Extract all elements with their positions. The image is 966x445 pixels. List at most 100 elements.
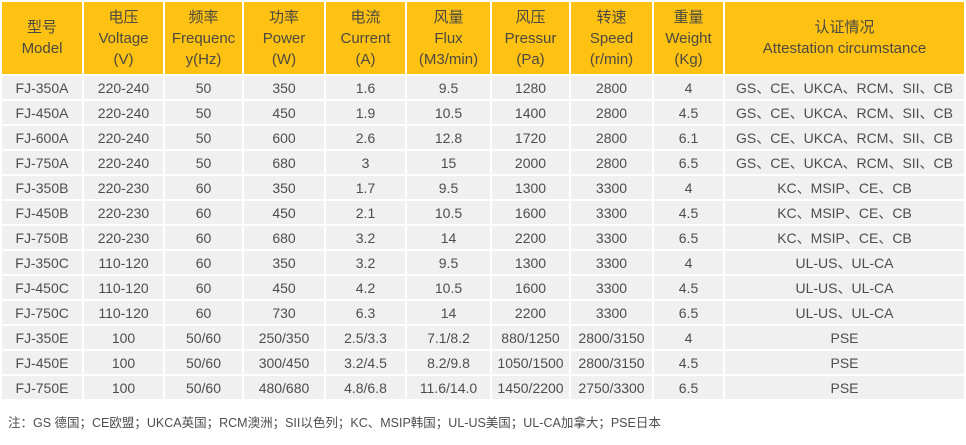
cell-current: 1.7 <box>326 176 405 199</box>
column-header-line: Pressur <box>504 29 557 47</box>
cell-model: FJ-350C <box>2 251 82 274</box>
cell-power: 600 <box>244 126 324 149</box>
table-header-row: 型号 Model 电压 Voltage (V) 频率 Frequenc y(Hz) 功率 Powe… <box>2 2 964 74</box>
cell-pressure: 2200 <box>492 226 569 249</box>
cell-pressure: 1050/1500 <box>492 351 569 374</box>
cell-pressure: 2200 <box>492 301 569 324</box>
cell-current: 3.2/4.5 <box>326 351 405 374</box>
column-header-line: 电流 <box>350 8 381 26</box>
cell-flux: 10.5 <box>407 276 490 299</box>
cell-power: 680 <box>244 151 324 174</box>
cell-attestation: PSE <box>725 376 964 399</box>
cell-pressure: 2000 <box>492 151 569 174</box>
table-row: FJ-350B 220-230 60 350 1.7 9.5 1300 3300 4 KC、MSI… <box>2 176 964 199</box>
cell-current: 2.1 <box>326 201 405 224</box>
cell-power: 450 <box>244 276 324 299</box>
cell-voltage: 220-230 <box>84 176 163 199</box>
cell-speed: 2800 <box>571 76 652 99</box>
cell-power: 300/450 <box>244 351 324 374</box>
cell-voltage: 220-240 <box>84 101 163 124</box>
column-header-line: Attestation circumstance <box>762 40 927 57</box>
cell-voltage: 110-120 <box>84 301 163 324</box>
cell-pressure: 1450/2200 <box>492 376 569 399</box>
cell-weight: 6.5 <box>654 301 723 324</box>
cell-attestation: KC、MSIP、CE、CB <box>725 201 964 224</box>
cell-flux: 9.5 <box>407 251 490 274</box>
table-row: FJ-750E 100 50/60 480/680 4.8/6.8 11.6/14.0 14… <box>2 376 964 399</box>
table-row: FJ-450E 100 50/60 300/450 3.2/4.5 8.2/9.8 1050… <box>2 351 964 374</box>
cell-power: 730 <box>244 301 324 324</box>
cell-model: FJ-350E <box>2 326 82 349</box>
cell-current: 3.2 <box>326 251 405 274</box>
cell-voltage: 220-240 <box>84 126 163 149</box>
cell-attestation: KC、MSIP、CE、CB <box>725 226 964 249</box>
column-header-line: (W) <box>271 50 297 68</box>
cell-frequency: 50/60 <box>165 376 242 399</box>
cell-frequency: 50/60 <box>165 351 242 374</box>
cell-flux: 11.6/14.0 <box>407 376 490 399</box>
cell-attestation: UL-US、UL-CA <box>725 301 964 324</box>
cell-model: FJ-750C <box>2 301 82 324</box>
column-header-voltage: 电压 Voltage (V) <box>84 2 163 74</box>
cell-weight: 4 <box>654 326 723 349</box>
column-header-line: 功率 <box>268 8 299 26</box>
cell-pressure: 1400 <box>492 101 569 124</box>
cell-speed: 3300 <box>571 251 652 274</box>
cell-current: 3 <box>326 151 405 174</box>
cell-voltage: 100 <box>84 326 163 349</box>
column-header-line: (M3/min) <box>418 50 479 68</box>
cell-current: 1.9 <box>326 101 405 124</box>
cell-current: 4.8/6.8 <box>326 376 405 399</box>
cell-weight: 6.1 <box>654 126 723 149</box>
table-row: FJ-350C 110-120 60 350 3.2 9.5 1300 3300 4 UL-US、… <box>2 251 964 274</box>
cell-pressure: 1300 <box>492 176 569 199</box>
cell-speed: 2800 <box>571 126 652 149</box>
cell-pressure: 880/1250 <box>492 326 569 349</box>
column-header-line: 认证情况 <box>814 19 875 36</box>
cell-weight: 4 <box>654 251 723 274</box>
column-header-model: 型号 Model <box>2 2 82 74</box>
table-row: FJ-600A 220-240 50 600 2.6 12.8 1720 2800 6.1 GS、… <box>2 126 964 149</box>
table-row: FJ-450C 110-120 60 450 4.2 10.5 1600 3300 4.5 UL-… <box>2 276 964 299</box>
table-row: FJ-750A 220-240 50 680 3 15 2000 2800 6.5 GS、CE、U… <box>2 151 964 174</box>
cell-speed: 2800 <box>571 151 652 174</box>
cell-model: FJ-450E <box>2 351 82 374</box>
cell-flux: 15 <box>407 151 490 174</box>
cell-frequency: 60 <box>165 201 242 224</box>
cell-model: FJ-750E <box>2 376 82 399</box>
column-header-line: Current <box>340 29 391 47</box>
cell-voltage: 100 <box>84 351 163 374</box>
cell-model: FJ-750B <box>2 226 82 249</box>
cell-power: 350 <box>244 176 324 199</box>
column-header-weight: 重量 Weight (Kg) <box>654 2 723 74</box>
cell-weight: 6.5 <box>654 226 723 249</box>
cell-flux: 9.5 <box>407 76 490 99</box>
cell-speed: 3300 <box>571 226 652 249</box>
cell-model: FJ-450A <box>2 101 82 124</box>
cell-attestation: GS、CE、UKCA、RCM、SII、CB <box>725 101 964 124</box>
cell-flux: 9.5 <box>407 176 490 199</box>
cell-frequency: 60 <box>165 226 242 249</box>
cell-model: FJ-450C <box>2 276 82 299</box>
cell-pressure: 1720 <box>492 126 569 149</box>
cell-flux: 8.2/9.8 <box>407 351 490 374</box>
cell-attestation: GS、CE、UKCA、RCM、SII、CB <box>725 126 964 149</box>
cell-flux: 12.8 <box>407 126 490 149</box>
cell-model: FJ-350B <box>2 176 82 199</box>
cell-weight: 4.5 <box>654 201 723 224</box>
cell-pressure: 1300 <box>492 251 569 274</box>
cell-voltage: 220-230 <box>84 226 163 249</box>
column-header-line: (r/min) <box>589 50 634 68</box>
cell-speed: 2800/3150 <box>571 351 652 374</box>
cell-weight: 6.5 <box>654 376 723 399</box>
cell-flux: 10.5 <box>407 201 490 224</box>
cell-frequency: 50 <box>165 151 242 174</box>
cell-power: 250/350 <box>244 326 324 349</box>
cell-current: 6.3 <box>326 301 405 324</box>
table-row: FJ-750B 220-230 60 680 3.2 14 2200 3300 6.5 KC、MS… <box>2 226 964 249</box>
cell-current: 1.6 <box>326 76 405 99</box>
column-header-line: Flux <box>434 29 463 47</box>
cell-voltage: 220-230 <box>84 201 163 224</box>
column-header-line: 电压 <box>108 8 139 26</box>
